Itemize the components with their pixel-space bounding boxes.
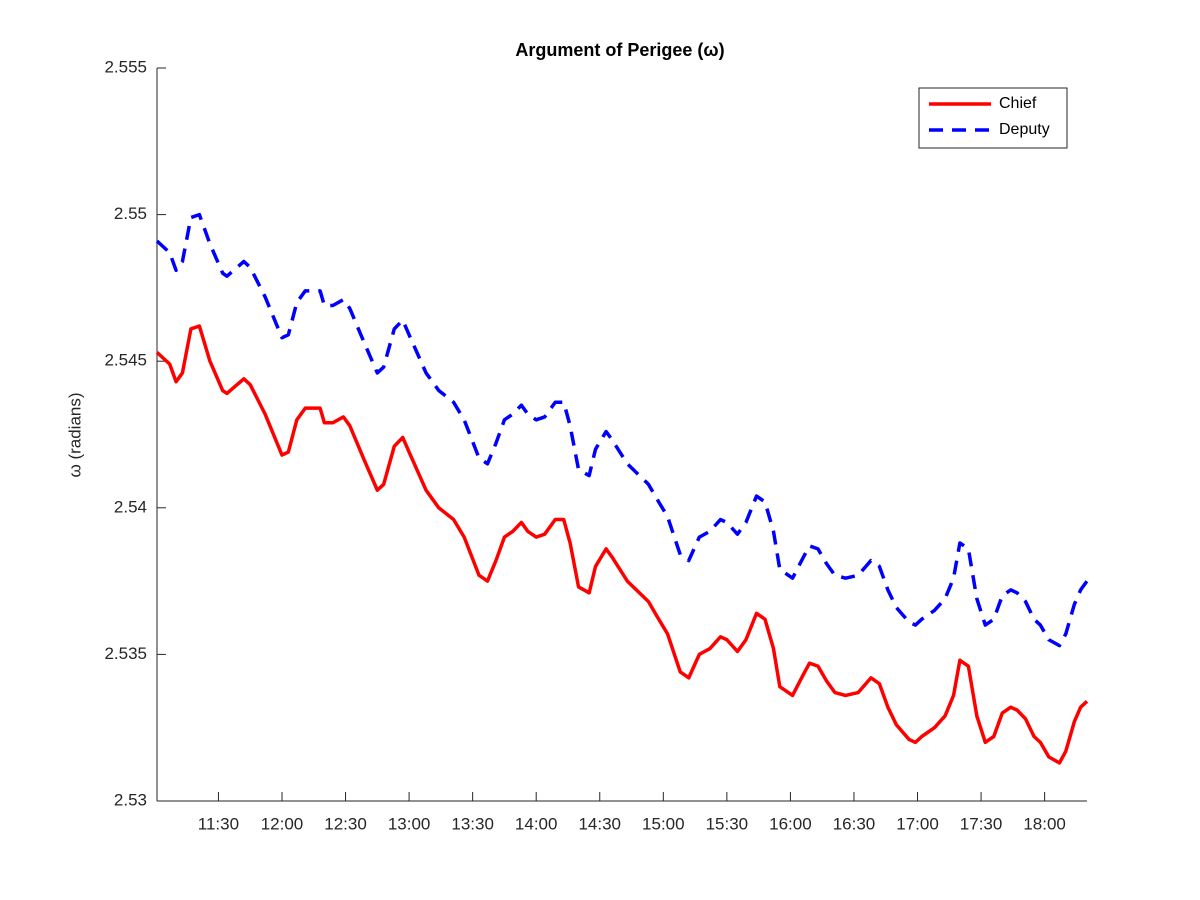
x-tick-label: 12:00 (261, 814, 304, 833)
y-tick-label: 2.55 (114, 204, 147, 223)
x-tick-label: 14:30 (578, 814, 621, 833)
chart-title: Argument of Perigee (ω) (515, 40, 724, 60)
x-tick-label: 17:00 (896, 814, 939, 833)
x-tick-label: 17:30 (960, 814, 1003, 833)
x-tick-label: 11:30 (198, 814, 239, 833)
y-tick-label: 2.54 (114, 497, 147, 516)
legend-label: Chief (999, 95, 1037, 112)
y-tick-label: 2.555 (104, 57, 147, 76)
x-tick-label: 13:30 (451, 814, 494, 833)
series-line (155, 324, 1089, 765)
legend-label: Deputy (999, 121, 1050, 138)
series-line (155, 212, 1089, 648)
legend: Chief Deputy (918, 87, 1068, 149)
y-tick-label: 2.545 (104, 351, 147, 370)
y-tick-label: 2.535 (104, 644, 147, 663)
x-tick-label: 18:00 (1023, 814, 1066, 833)
x-tick-label: 16:30 (833, 814, 876, 833)
x-tick-label: 13:00 (388, 814, 431, 833)
x-tick-label: 16:00 (769, 814, 812, 833)
x-tick-label: 15:00 (642, 814, 685, 833)
x-tick-label: 12:30 (324, 814, 367, 833)
y-tick-label: 2.53 (114, 790, 147, 809)
legend-box (918, 87, 1068, 149)
y-axis-label: ω (radians) (65, 392, 84, 477)
x-tick-label: 14:00 (515, 814, 558, 833)
x-tick-label: 15:30 (706, 814, 749, 833)
